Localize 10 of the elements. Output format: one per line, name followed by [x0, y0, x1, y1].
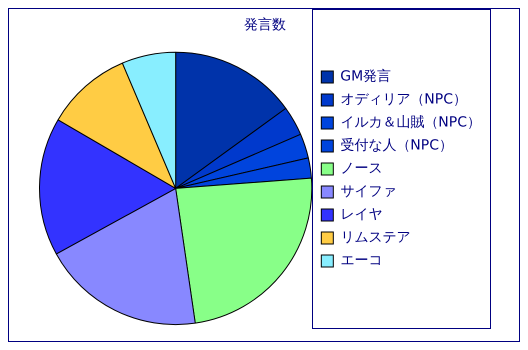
legend-label: レイヤ [340, 206, 382, 223]
legend-label: オディリア（NPC） [340, 92, 468, 108]
legend-label: サイファ [340, 184, 396, 200]
legend-label: 受付な人（NPC） [340, 138, 454, 154]
text: 発言数 [244, 17, 286, 34]
legend-label: リムステア [340, 230, 410, 246]
legend-label: ノース [340, 160, 382, 177]
legend-label: イルカ＆山賊（NPC） [340, 114, 482, 131]
legend-label: エーコ [340, 252, 382, 269]
legend-label: GM発言 [340, 68, 392, 85]
